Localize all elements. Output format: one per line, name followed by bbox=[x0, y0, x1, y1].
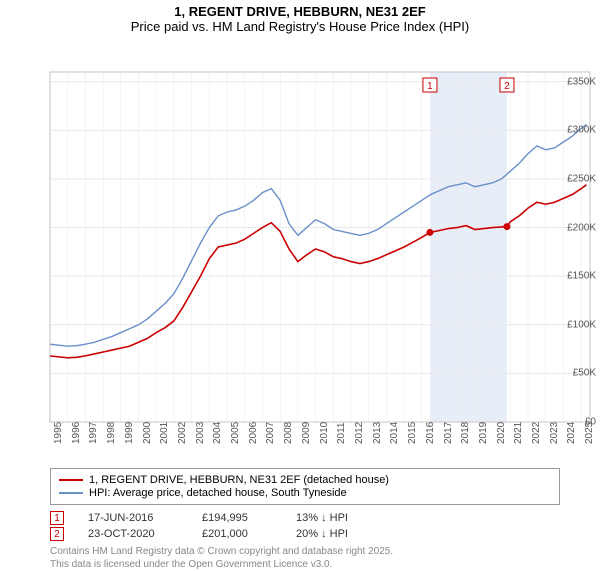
sale-date: 17-JUN-2016 bbox=[88, 512, 178, 524]
x-tick-label: 2011 bbox=[336, 422, 347, 444]
sale-date: 23-OCT-2020 bbox=[88, 528, 178, 540]
x-tick-label: 2018 bbox=[460, 422, 471, 444]
y-tick-label: £350K bbox=[552, 76, 596, 87]
sale-price: £201,000 bbox=[202, 528, 272, 540]
x-tick-label: 1999 bbox=[124, 422, 135, 444]
chart-container: 1, REGENT DRIVE, HEBBURN, NE31 2EF Price… bbox=[0, 0, 600, 560]
x-tick-label: 2007 bbox=[265, 422, 276, 444]
legend-row-1: 1, REGENT DRIVE, HEBBURN, NE31 2EF (deta… bbox=[59, 474, 551, 486]
x-tick-label: 2019 bbox=[478, 422, 489, 444]
x-tick-label: 2012 bbox=[354, 422, 365, 444]
sale-delta: 20% ↓ HPI bbox=[296, 528, 386, 540]
plot-border bbox=[50, 72, 590, 422]
x-tick-label: 2004 bbox=[212, 422, 223, 444]
y-tick-label: £300K bbox=[552, 125, 596, 136]
chart-area: 12£0£50K£100K£150K£200K£250K£300K£350K19… bbox=[0, 36, 600, 464]
y-tick-label: £150K bbox=[552, 271, 596, 282]
sale-point-2 bbox=[503, 223, 510, 230]
y-tick-label: £200K bbox=[552, 222, 596, 233]
footer-line-1: Contains HM Land Registry data © Crown c… bbox=[50, 545, 560, 558]
x-tick-label: 2022 bbox=[531, 422, 542, 444]
x-tick-label: 2005 bbox=[230, 422, 241, 444]
x-tick-label: 2002 bbox=[177, 422, 188, 444]
sale-row: 2 23-OCT-2020 £201,000 20% ↓ HPI bbox=[50, 527, 560, 541]
x-tick-label: 2020 bbox=[496, 422, 507, 444]
x-tick-label: 2021 bbox=[513, 422, 524, 444]
x-tick-label: 2013 bbox=[372, 422, 383, 444]
title-block: 1, REGENT DRIVE, HEBBURN, NE31 2EF Price… bbox=[0, 0, 600, 36]
sale-row: 1 17-JUN-2016 £194,995 13% ↓ HPI bbox=[50, 511, 560, 525]
x-tick-label: 2016 bbox=[425, 422, 436, 444]
x-tick-label: 2001 bbox=[159, 422, 170, 444]
x-tick-label: 2003 bbox=[195, 422, 206, 444]
x-tick-label: 2000 bbox=[142, 422, 153, 444]
x-tick-label: 2014 bbox=[389, 422, 400, 444]
sales-table: 1 17-JUN-2016 £194,995 13% ↓ HPI 2 23-OCT-202… bbox=[50, 511, 560, 541]
x-tick-label: 2024 bbox=[566, 422, 577, 444]
legend-swatch-1 bbox=[59, 479, 83, 481]
x-tick-label: 2017 bbox=[443, 422, 454, 444]
title-line-1: 1, REGENT DRIVE, HEBBURN, NE31 2EF bbox=[0, 4, 600, 19]
x-tick-label: 2009 bbox=[301, 422, 312, 444]
sale-price: £194,995 bbox=[202, 512, 272, 524]
marker-box-label-2: 2 bbox=[504, 81, 510, 92]
x-tick-label: 2008 bbox=[283, 422, 294, 444]
y-tick-label: £50K bbox=[552, 368, 596, 379]
x-tick-label: 2015 bbox=[407, 422, 418, 444]
y-tick-label: £250K bbox=[552, 173, 596, 184]
sale-marker-icon: 1 bbox=[50, 511, 64, 525]
legend-row-2: HPI: Average price, detached house, Sout… bbox=[59, 487, 551, 499]
sale-delta: 13% ↓ HPI bbox=[296, 512, 386, 524]
x-tick-label: 2006 bbox=[248, 422, 259, 444]
highlight-band bbox=[430, 72, 507, 422]
sale-marker-icon: 2 bbox=[50, 527, 64, 541]
title-line-2: Price paid vs. HM Land Registry's House … bbox=[0, 19, 600, 34]
marker-box-label-1: 1 bbox=[427, 81, 433, 92]
x-tick-label: 1995 bbox=[53, 422, 64, 444]
legend-swatch-2 bbox=[59, 492, 83, 494]
x-tick-label: 1997 bbox=[88, 422, 99, 444]
legend-label-2: HPI: Average price, detached house, Sout… bbox=[89, 487, 347, 499]
x-tick-label: 2023 bbox=[549, 422, 560, 444]
x-tick-label: 1996 bbox=[71, 422, 82, 444]
footer: Contains HM Land Registry data © Crown c… bbox=[50, 545, 560, 571]
x-tick-label: 1998 bbox=[106, 422, 117, 444]
x-tick-label: 2025 bbox=[584, 422, 595, 444]
chart-svg: 12 bbox=[0, 36, 600, 464]
legend-label-1: 1, REGENT DRIVE, HEBBURN, NE31 2EF (deta… bbox=[89, 474, 389, 486]
x-tick-label: 2010 bbox=[319, 422, 330, 444]
sale-point-1 bbox=[426, 229, 433, 236]
y-tick-label: £100K bbox=[552, 319, 596, 330]
legend-box: 1, REGENT DRIVE, HEBBURN, NE31 2EF (deta… bbox=[50, 468, 560, 505]
